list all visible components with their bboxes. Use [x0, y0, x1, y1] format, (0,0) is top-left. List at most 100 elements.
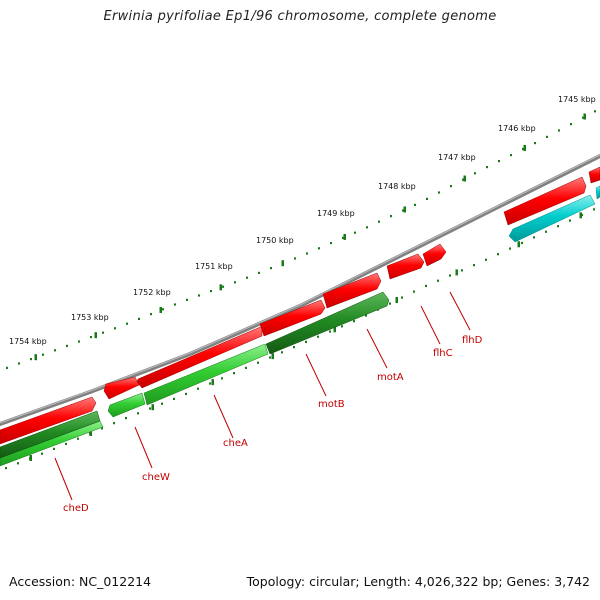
ruler-label: 1751 kbp [195, 262, 233, 271]
ruler-dot [557, 225, 559, 228]
ruler-major-tick [34, 354, 37, 361]
ruler-major-tick [211, 379, 214, 386]
ruler-dot [426, 197, 428, 200]
ruler-major-tick [463, 175, 466, 182]
ruler-dot [233, 372, 235, 375]
ruler-dot [521, 241, 523, 245]
ruler-major-tick [219, 284, 222, 291]
ruler-label: 1749 kbp [317, 209, 355, 218]
ruler-dot [378, 220, 380, 223]
gene-label-cheW[interactable]: cheW [142, 472, 170, 483]
ruler-dot [102, 331, 104, 334]
gene-arrow-upstream-fwd[interactable] [503, 176, 587, 226]
ruler-dot [137, 412, 139, 415]
ruler-dot [570, 123, 572, 126]
ruler-dot [485, 258, 487, 261]
ruler-dot [390, 215, 392, 218]
ruler-dot [437, 279, 439, 282]
ruler-dot [449, 274, 451, 277]
gene-leader-line [54, 457, 73, 501]
gene-arrow-motB[interactable] [265, 291, 390, 355]
ruler-dot [354, 231, 356, 234]
ruler-label: 1748 kbp [378, 182, 416, 191]
ruler-dot [161, 402, 163, 405]
ruler-dot [401, 296, 403, 299]
ruler-dot [53, 447, 55, 450]
accession-text: Accession: NC_012214 [9, 574, 152, 589]
ruler-label: 1747 kbp [438, 153, 476, 162]
ruler-dot [330, 242, 332, 245]
ruler-dot [509, 247, 511, 250]
ruler-major-tick [579, 212, 582, 219]
gene-label-flhC[interactable]: flhC [433, 348, 453, 359]
ruler-dot [65, 442, 67, 446]
gene-arrow-flhD-fwd[interactable] [422, 243, 447, 267]
ruler-dot [269, 356, 271, 359]
gene-label-cheD[interactable]: cheD [63, 503, 89, 514]
ruler-dot [257, 361, 259, 364]
gene-arrow-cheD-dark[interactable] [0, 410, 101, 459]
ruler-major-tick [94, 332, 97, 339]
ruler-dot [366, 226, 368, 229]
gene-arrow-cheW[interactable] [107, 392, 146, 418]
gene-arrow-cyan[interactable] [508, 194, 596, 243]
gene-label-cheA[interactable]: cheA [223, 438, 248, 449]
gene-arrow-cheD-region[interactable] [0, 396, 97, 445]
ruler-major-tick [583, 113, 586, 120]
gene-label-motA[interactable]: motA [377, 372, 404, 383]
ruler-label: 1754 kbp [9, 337, 47, 346]
ruler-dot [162, 308, 164, 311]
ruler-dot [126, 322, 128, 325]
ruler-major-tick [523, 145, 526, 151]
gene-arrow-cheA[interactable] [143, 343, 269, 406]
outer-ruler [6, 110, 596, 369]
ruler-major-tick [455, 269, 458, 276]
ruler-dot [318, 247, 320, 250]
ruler-major-tick [159, 307, 162, 313]
gene-label-flhD[interactable]: flhD [462, 335, 483, 346]
ruler-dot [78, 340, 80, 343]
ruler-dot [30, 358, 32, 361]
ruler-dot [245, 366, 247, 370]
ruler-dot [66, 344, 68, 347]
gene-leader-line [213, 394, 234, 439]
chromosome-backbone-highlight [0, 154, 600, 424]
ruler-dot [138, 317, 140, 320]
gene-arrow-flhC-fwd[interactable] [386, 253, 425, 280]
ruler-dot [522, 148, 524, 151]
gene-leader-line [420, 305, 441, 345]
ruler-label: 1745 kbp [558, 95, 596, 104]
gene-arrow-cyan-edge[interactable] [595, 185, 600, 200]
chromosome-backbone [0, 154, 600, 426]
gene-arrow-motB-fwd[interactable] [259, 299, 326, 337]
ruler-major-tick [281, 260, 284, 267]
ruler-dot [101, 427, 103, 430]
ruler-major-tick [151, 404, 154, 411]
gene-arrow-cheA-fwd[interactable] [136, 325, 263, 389]
ruler-dot [425, 284, 427, 288]
ruler-dot [365, 314, 367, 317]
ruler-dot [497, 253, 499, 256]
ruler-dot [569, 219, 571, 222]
ruler-dot [150, 313, 152, 316]
forward-strand-features [0, 166, 600, 445]
ruler-dot [270, 267, 272, 270]
gene-arrow-motA-fwd[interactable] [322, 272, 382, 309]
ruler-major-tick [333, 326, 336, 333]
ruler-dot [462, 178, 464, 181]
ruler-major-tick [403, 206, 406, 213]
ruler-dot [6, 366, 8, 369]
ruler-dot [293, 346, 295, 349]
gene-arrow-cheW-fwd[interactable] [103, 376, 140, 400]
ruler-dot [353, 320, 355, 323]
ruler-dot [5, 467, 7, 470]
ruler-label: 1752 kbp [133, 288, 171, 297]
ruler-dot [209, 382, 211, 385]
ruler-dot [461, 269, 463, 272]
gene-arrow-edge-fwd[interactable] [588, 166, 600, 184]
ruler-dot [402, 209, 404, 212]
ruler-dot [186, 298, 188, 301]
gene-label-motB[interactable]: motB [318, 399, 345, 410]
ruler-dot [258, 271, 260, 274]
